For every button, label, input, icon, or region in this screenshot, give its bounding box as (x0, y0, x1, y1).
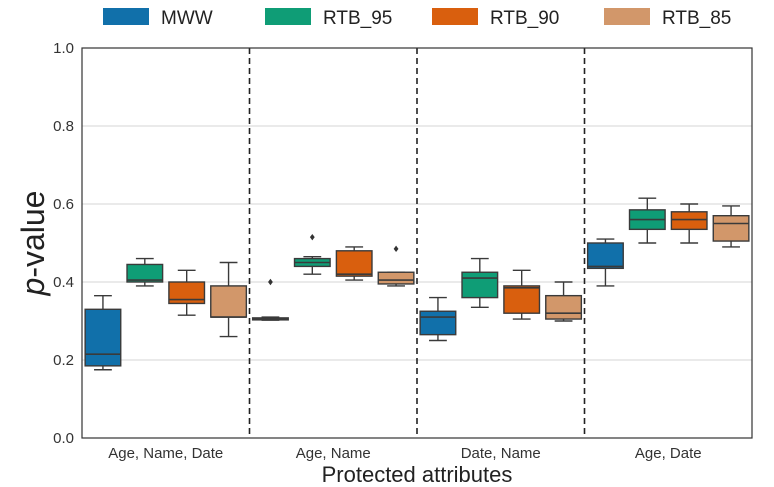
legend: MWW RTB_95 RTB_90 RTB_85 (103, 8, 731, 29)
box-rtb-85 (712, 205, 750, 248)
x-tick-label: Age, Name (296, 445, 371, 462)
legend-item-mww: MWW (103, 8, 213, 29)
y-tick-label: 0.2 (53, 352, 74, 369)
box-rtb-85 (377, 245, 415, 287)
box-mww (586, 238, 624, 287)
box-iqr (712, 214, 750, 242)
box-rtb-90 (503, 269, 541, 320)
box-iqr (461, 271, 499, 299)
box-rtb-95 (461, 257, 499, 309)
box-rtb-85 (545, 281, 583, 322)
outlier-point (309, 233, 315, 241)
boxes (84, 197, 750, 371)
box-iqr (545, 294, 583, 320)
y-tick-label: 0.8 (53, 118, 74, 135)
box-rtb-90 (670, 203, 708, 244)
x-axis-title: Protected attributes (322, 462, 513, 487)
box-iqr (210, 285, 248, 318)
box-iqr (419, 310, 457, 336)
y-tick-label: 0.6 (53, 196, 74, 213)
legend-item-rtb-95: RTB_95 (265, 8, 392, 29)
box-iqr (335, 250, 373, 277)
box-rtb-95 (293, 233, 331, 275)
x-tick-label: Age, Name, Date (108, 445, 223, 462)
group-dividers (248, 48, 586, 438)
legend-label: RTB_95 (323, 8, 392, 29)
box-iqr (586, 242, 624, 270)
box-mww (419, 296, 457, 342)
legend-item-rtb-85: RTB_85 (604, 8, 731, 29)
y-axis-title-rest: -value (15, 191, 51, 278)
box-mww (251, 278, 289, 321)
box-iqr (126, 263, 164, 283)
y-tick-label: 1.0 (53, 40, 74, 57)
box-rtb-85 (210, 261, 248, 338)
legend-swatch (103, 8, 149, 25)
box-rtb-95 (628, 197, 666, 244)
outlier-point (268, 278, 273, 286)
y-tick-label: 0.4 (53, 274, 74, 291)
legend-swatch (604, 8, 650, 25)
y-axis-title: p-value (15, 191, 51, 297)
x-tick-label: Date, Name (461, 445, 541, 462)
box-iqr (377, 271, 415, 285)
y-tick-label: 0.0 (53, 430, 74, 447)
x-tick-label: Age, Date (635, 445, 702, 462)
box-rtb-90 (335, 246, 373, 281)
legend-item-rtb-90: RTB_90 (432, 8, 559, 29)
legend-swatch (432, 8, 478, 25)
outlier-point (393, 245, 399, 253)
legend-label: MWW (161, 8, 213, 29)
x-tick-labels: Age, Name, Date Age, Name Date, Name Age, D… (108, 445, 701, 462)
box-iqr (503, 285, 541, 314)
box-iqr (670, 211, 708, 231)
y-axis-title-italic: p (15, 278, 51, 297)
box-rtb-90 (168, 269, 206, 316)
box-mww (84, 294, 122, 371)
y-tick-labels: 0.0 0.2 0.4 0.6 0.8 1.0 (53, 40, 74, 447)
plot-frame (81, 47, 753, 439)
legend-swatch (265, 8, 311, 25)
legend-label: RTB_85 (662, 8, 731, 29)
box-rtb-95 (126, 257, 164, 287)
box-iqr (168, 281, 206, 305)
legend-label: RTB_90 (490, 8, 559, 29)
box-iqr (84, 308, 122, 367)
